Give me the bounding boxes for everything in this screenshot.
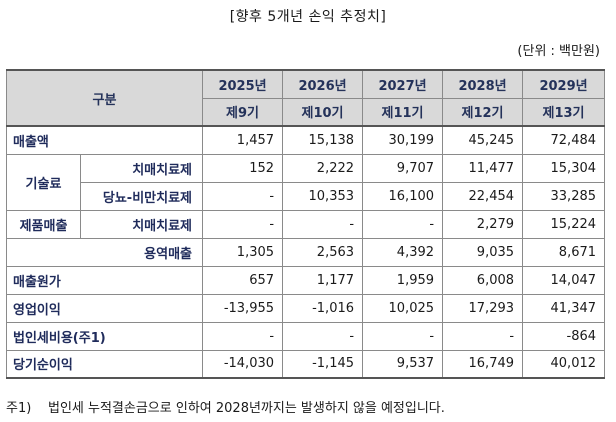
- table-row-service: 용역매출 1,305 2,563 4,392 9,035 8,671: [5, 237, 606, 267]
- header-term: 제13기: [522, 97, 606, 127]
- table-cell: 30,199: [362, 125, 444, 155]
- row-label: 매출원가: [5, 265, 204, 295]
- header-row-terms: 제9기 제10기 제11기 제12기 제13기: [7, 97, 606, 127]
- header-year: 2028년: [442, 69, 524, 99]
- table-cell: 17,293: [442, 293, 524, 323]
- table-cell: 11,477: [442, 153, 524, 183]
- footnote-text: 법인세 누적결손금으로 인하여 2028년까지는 발생하지 않을 예정입니다.: [48, 401, 445, 416]
- table-cell: -864: [522, 321, 606, 351]
- table-cell: 2,279: [442, 209, 524, 239]
- table-cell: 41,347: [522, 293, 606, 323]
- table-row-tax: 법인세비용(주1) - - - - -864: [5, 321, 606, 351]
- table-cell: -: [362, 209, 444, 239]
- header-corner: 구분: [5, 69, 204, 127]
- row-label: 영업이익: [5, 293, 204, 323]
- table-cell: 2,222: [282, 153, 364, 183]
- table-row-tech-dental: 기술료 치매치료제 152 2,222 9,707 11,477 15,304: [6, 153, 606, 211]
- table-cell: -14,030: [202, 349, 284, 379]
- table-cell: -: [362, 321, 444, 351]
- table-cell: 1,959: [362, 265, 444, 295]
- table-cell: 14,047: [522, 265, 606, 295]
- row-label: 법인세비용(주1): [5, 321, 204, 351]
- table-cell: -: [442, 321, 524, 351]
- table-row-cogs: 매출원가 657 1,177 1,959 6,008 14,047: [5, 265, 606, 295]
- table-cell: 45,245: [442, 125, 524, 155]
- table-cell: 6,008: [442, 265, 524, 295]
- table-row-operating: 영업이익 -13,955 -1,016 10,025 17,293 41,347: [5, 293, 606, 323]
- table-cell: -: [202, 181, 284, 211]
- row-label: 당뇨-비만치료제: [79, 181, 204, 211]
- table-row-tech-diabetes: 당뇨-비만치료제 - 10,353 16,100 22,454 33,285: [7, 181, 606, 211]
- table-cell: 10,353: [282, 181, 364, 211]
- header-row-years: 구분 2025년 2026년 2027년 2028년 2029년: [5, 69, 606, 127]
- group-label-tech-fee: 기술료: [6, 153, 81, 211]
- header-term: 제11기: [362, 97, 444, 127]
- table-cell: 1,177: [282, 265, 364, 295]
- table-cell: 15,304: [522, 153, 606, 183]
- table-cell: 10,025: [362, 293, 444, 323]
- header-year: 2026년: [282, 69, 364, 99]
- financial-projection-table: 구분 2025년 2026년 2027년 2028년 2029년 제9기 제10…: [5, 69, 606, 379]
- header-year: 2027년: [362, 69, 444, 99]
- header-year: 2029년: [522, 69, 606, 99]
- table-cell: 1,457: [202, 125, 284, 155]
- table-cell: 72,484: [522, 125, 606, 155]
- footnote: 주1) 법인세 누적결손금으로 인하여 2028년까지는 발생하지 않을 예정입니…: [6, 397, 445, 416]
- table-cell: 8,671: [522, 237, 606, 267]
- header-year: 2025년: [202, 69, 284, 99]
- table-cell: 16,100: [362, 181, 444, 211]
- table-cell: -: [282, 321, 364, 351]
- table-cell: 2,563: [282, 237, 364, 267]
- table-cell: -13,955: [202, 293, 284, 323]
- header-term: 제9기: [202, 97, 284, 127]
- table-cell: -: [202, 209, 284, 239]
- table-cell: 22,454: [442, 181, 524, 211]
- table-row-net: 당기순이익 -14,030 -1,145 9,537 16,749 40,012: [5, 349, 606, 379]
- header-term: 제10기: [282, 97, 364, 127]
- table-title: [향후 5개년 손익 추정치]: [229, 9, 387, 25]
- row-label: 용역매출: [5, 237, 204, 267]
- table-cell: -: [282, 209, 364, 239]
- footnote-mark: 주1): [6, 401, 32, 416]
- row-label: 매출액: [5, 125, 204, 155]
- table-cell: 9,035: [442, 237, 524, 267]
- header-term: 제12기: [442, 97, 524, 127]
- table-cell: 15,138: [282, 125, 364, 155]
- table-cell: 16,749: [442, 349, 524, 379]
- row-label: 치매치료제: [79, 209, 204, 239]
- table-cell: -1,145: [282, 349, 364, 379]
- table-cell: 1,305: [202, 237, 284, 267]
- table-cell: 9,537: [362, 349, 444, 379]
- table-cell: 15,224: [522, 209, 606, 239]
- unit-label: (단위 : 백만원): [517, 44, 600, 59]
- table-cell: 33,285: [522, 181, 606, 211]
- table-cell: 152: [202, 153, 284, 183]
- table-cell: -1,016: [282, 293, 364, 323]
- group-label-product: 제품매출: [6, 209, 81, 239]
- table-row-revenue: 매출액 1,457 15,138 30,199 45,245 72,484: [5, 125, 606, 155]
- table-cell: 40,012: [522, 349, 606, 379]
- table-cell: -: [202, 321, 284, 351]
- table-cell: 9,707: [362, 153, 444, 183]
- table-row-product-dental: 제품매출 치매치료제 - - - 2,279 15,224: [6, 209, 606, 239]
- table-cell: 4,392: [362, 237, 444, 267]
- table-cell: 657: [202, 265, 284, 295]
- row-label: 당기순이익: [5, 349, 204, 379]
- row-label: 치매치료제: [79, 153, 204, 183]
